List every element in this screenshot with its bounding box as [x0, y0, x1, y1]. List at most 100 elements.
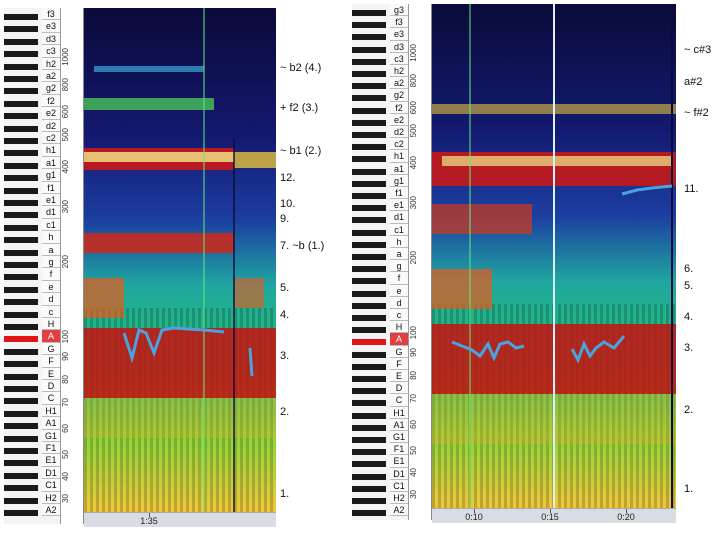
piano-keyboard-right[interactable]: g3 f3 e3 d3 c3 h2 a2 g2 f2 e2 d2 c2 h1 a1 g1 f1 e1 d1 c1 h a… [352, 4, 409, 520]
piano-key-G1[interactable]: G1 [352, 431, 408, 444]
piano-key-e3[interactable]: e3 [352, 28, 408, 41]
piano-key-A[interactable]: A [352, 333, 408, 346]
piano-key-E[interactable]: E [4, 367, 60, 380]
piano-key-c[interactable]: c [4, 305, 60, 318]
piano-key-h1[interactable]: h1 [352, 150, 408, 163]
black-key[interactable] [4, 435, 38, 442]
piano-key-H[interactable]: H [4, 318, 60, 331]
black-key[interactable] [352, 34, 386, 41]
piano-key-e1[interactable]: e1 [352, 199, 408, 212]
piano-key-d[interactable]: d [352, 296, 408, 309]
black-key[interactable] [4, 348, 38, 355]
piano-key-d3[interactable]: d3 [352, 40, 408, 53]
black-key[interactable] [4, 361, 38, 368]
piano-key-e2[interactable]: e2 [4, 107, 60, 120]
piano-key-H1[interactable]: H1 [352, 406, 408, 419]
piano-key-g3[interactable]: g3 [352, 4, 408, 17]
black-key[interactable] [4, 100, 38, 107]
black-key[interactable] [352, 290, 386, 297]
black-key[interactable] [352, 424, 386, 431]
piano-key-d2[interactable]: d2 [4, 119, 60, 132]
piano-key-G[interactable]: G [4, 342, 60, 356]
black-key[interactable] [4, 510, 38, 516]
black-key[interactable] [352, 119, 386, 126]
piano-key-h[interactable]: h [352, 235, 408, 248]
black-key[interactable] [352, 193, 386, 199]
black-key[interactable] [4, 63, 38, 70]
piano-key-G1[interactable]: G1 [4, 429, 60, 442]
piano-key-h1[interactable]: h1 [4, 144, 60, 157]
piano-key-D1[interactable]: D1 [4, 466, 60, 480]
black-key[interactable] [352, 363, 386, 370]
piano-key-E1[interactable]: E1 [4, 454, 60, 467]
piano-key-a2[interactable]: a2 [352, 77, 408, 90]
piano-key-e[interactable]: e [4, 280, 60, 294]
piano-key-D[interactable]: D [352, 382, 408, 395]
piano-key-F[interactable]: F [4, 355, 60, 368]
piano-key-f[interactable]: f [352, 272, 408, 285]
black-key[interactable] [4, 138, 38, 144]
black-key[interactable] [4, 324, 38, 330]
piano-key-C[interactable]: C [352, 394, 408, 407]
piano-key-H[interactable]: H [352, 321, 408, 334]
piano-key-g2[interactable]: g2 [4, 82, 60, 95]
black-key[interactable] [4, 237, 38, 244]
piano-key-F1[interactable]: F1 [4, 442, 60, 455]
black-key[interactable] [352, 22, 386, 29]
black-key[interactable] [352, 485, 386, 492]
piano-key-d2[interactable]: d2 [352, 126, 408, 139]
black-key[interactable] [4, 113, 38, 120]
black-key[interactable] [4, 398, 38, 405]
piano-key-e3[interactable]: e3 [4, 20, 60, 33]
black-key[interactable] [4, 162, 38, 169]
piano-key-D[interactable]: D [4, 380, 60, 393]
black-key[interactable] [4, 299, 38, 306]
black-key[interactable] [352, 156, 386, 163]
piano-key-h2[interactable]: h2 [4, 57, 60, 70]
spectrogram-right[interactable] [432, 4, 676, 508]
black-key[interactable] [352, 10, 386, 16]
black-key[interactable] [4, 150, 38, 157]
black-key[interactable] [352, 339, 386, 346]
piano-key-d[interactable]: d [4, 293, 60, 306]
piano-key-D1[interactable]: D1 [352, 467, 408, 480]
black-key[interactable] [352, 412, 386, 419]
piano-key-c2[interactable]: c2 [4, 132, 60, 145]
piano-key-G[interactable]: G [352, 345, 408, 358]
piano-key-c1[interactable]: c1 [352, 223, 408, 236]
piano-key-g2[interactable]: g2 [352, 89, 408, 102]
black-key[interactable] [352, 437, 386, 443]
spectrogram-left[interactable] [84, 8, 276, 512]
black-key[interactable] [352, 473, 386, 480]
black-key[interactable] [352, 376, 386, 382]
black-key[interactable] [4, 175, 38, 182]
piano-key-A1[interactable]: A1 [4, 417, 60, 430]
piano-key-a[interactable]: a [4, 243, 60, 256]
piano-key-f2[interactable]: f2 [4, 94, 60, 108]
piano-key-f1[interactable]: f1 [4, 181, 60, 194]
piano-keyboard-left[interactable]: f3 e3 d3 c3 h2 a2 g2 f2 e2 d2 c2 h1 a1 g1 f1 e1 d1 c1 h a g f… [4, 8, 61, 524]
piano-key-d1[interactable]: d1 [352, 211, 408, 224]
black-key[interactable] [352, 46, 386, 53]
black-key[interactable] [4, 88, 38, 95]
piano-key-F[interactable]: F [352, 357, 408, 370]
black-key[interactable] [352, 71, 386, 77]
piano-key-e[interactable]: e [352, 284, 408, 297]
piano-key-E1[interactable]: E1 [352, 455, 408, 468]
black-key[interactable] [4, 224, 38, 231]
black-key[interactable] [4, 373, 38, 380]
piano-key-c1[interactable]: c1 [4, 218, 60, 232]
black-key[interactable] [352, 132, 386, 138]
black-key[interactable] [4, 187, 38, 194]
black-key[interactable] [4, 448, 38, 454]
black-key[interactable] [4, 386, 38, 392]
black-key[interactable] [4, 274, 38, 281]
piano-key-C1[interactable]: C1 [352, 479, 408, 492]
piano-key-a2[interactable]: a2 [4, 70, 60, 83]
black-key[interactable] [352, 144, 386, 151]
black-key[interactable] [4, 336, 38, 343]
piano-key-h[interactable]: h [4, 231, 60, 244]
black-key[interactable] [352, 315, 386, 321]
black-key[interactable] [352, 510, 386, 517]
black-key[interactable] [4, 76, 38, 82]
